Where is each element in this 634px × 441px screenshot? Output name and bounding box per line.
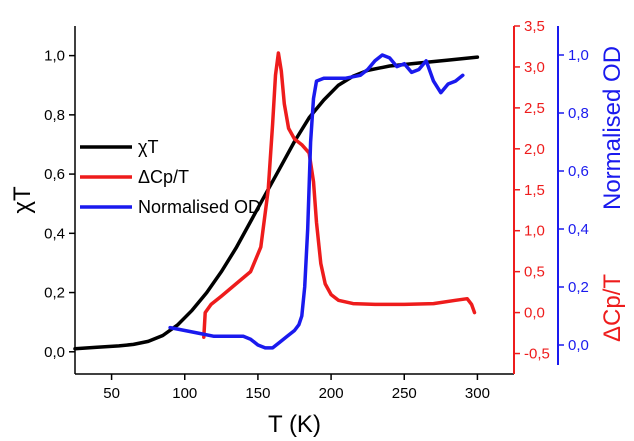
right-axis-tick-label-dcp: 3,5 [524, 18, 545, 35]
left-axis-tick-label: 0,6 [44, 166, 65, 183]
right-axis-tick-label-dcp: 2,5 [524, 100, 545, 117]
series-line-2 [168, 53, 465, 350]
left-axis-tick-label: 0,0 [44, 344, 65, 361]
left-axis-tick-label: 1,0 [44, 48, 65, 65]
x-axis-tick-label: 150 [245, 385, 270, 402]
left-axis-tick-label: 0,4 [44, 225, 65, 242]
right-axis-tick-label-od: 0,8 [568, 105, 589, 122]
left-axis-tick-label: 0,2 [44, 285, 65, 302]
right-axis-tick-label-dcp: 3,0 [524, 59, 545, 76]
left-axis-title: χT [9, 186, 36, 214]
x-axis-tick-label: 250 [392, 385, 417, 402]
legend-label: ΔCp/T [138, 167, 189, 187]
x-axis-title: T (K) [268, 411, 321, 438]
right-axis-tick-label-od: 0,6 [568, 163, 589, 180]
right-axis-tick-label-dcp: 0,0 [524, 305, 545, 322]
right-axis-tick-label-od: 0,0 [568, 337, 589, 354]
series-line-1 [202, 51, 477, 339]
right-axis-tick-label-od: 0,2 [568, 279, 589, 296]
right-axis-tick-label-od: 1,0 [568, 47, 589, 64]
right-axis-title-dcp: ΔCp/T [599, 274, 626, 342]
x-axis-tick-label: 50 [103, 385, 120, 402]
left-axis-tick-label: 0,8 [44, 107, 65, 124]
right-axis-title-od: Normalised OD [599, 46, 626, 210]
plot-series [73, 51, 480, 351]
series-line-0 [73, 55, 480, 351]
right-axis-tick-label-dcp: 0,5 [524, 264, 545, 281]
right-axis-tick-label-dcp: 1,5 [524, 182, 545, 199]
legend-label: χT [138, 137, 158, 157]
x-axis-tick-label: 300 [465, 385, 490, 402]
legend: χT ΔCp/T Normalised OD [80, 137, 261, 217]
right-axis-tick-label-dcp: 2,0 [524, 141, 545, 158]
right-axis-tick-label-od: 0,4 [568, 221, 589, 238]
legend-label: Normalised OD [138, 197, 261, 217]
x-axis-tick-label: 100 [172, 385, 197, 402]
axes: 0,0 0,2 0,4 0,6 0,8 1,0 χT 50 100 150 200 250 300 T (… [9, 18, 626, 438]
x-axis-tick-label: 200 [319, 385, 344, 402]
right-axis-tick-label-dcp: -0,5 [524, 346, 550, 363]
right-axis-tick-label-dcp: 1,0 [524, 223, 545, 240]
